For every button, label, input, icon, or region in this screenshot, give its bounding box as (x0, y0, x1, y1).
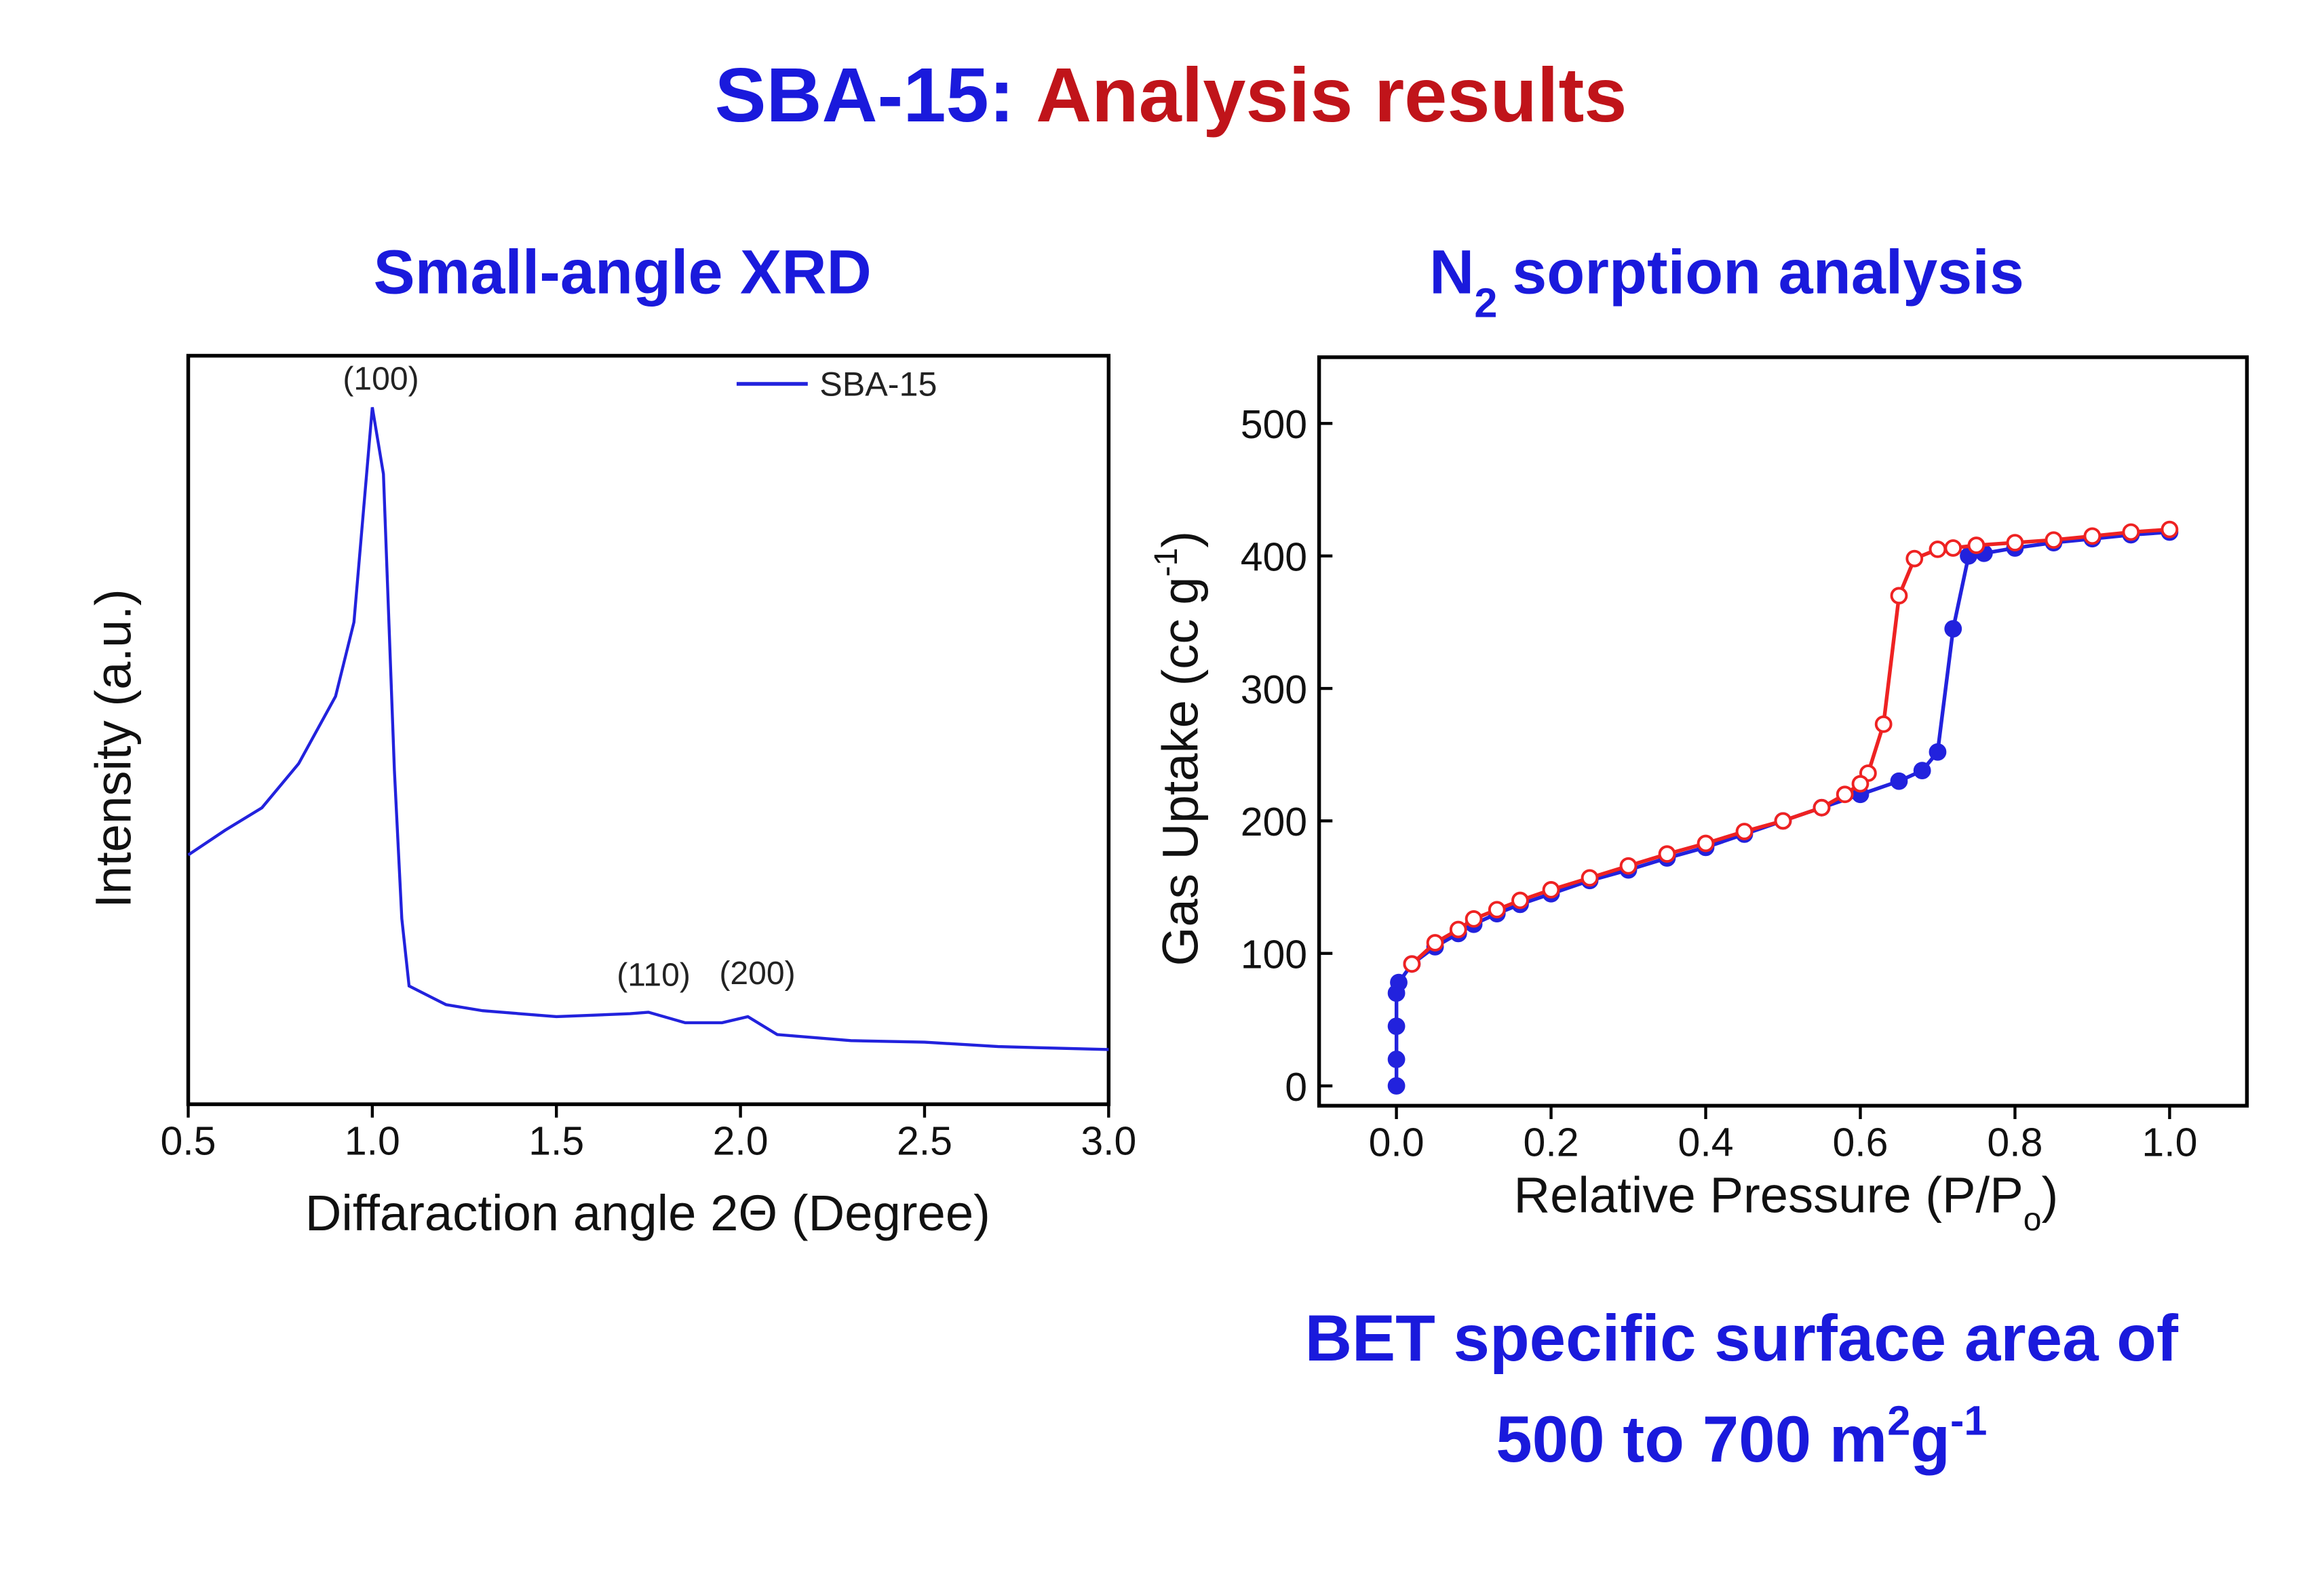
x-tick-label: 0.2 (1524, 1120, 1579, 1165)
data-point (1619, 857, 1638, 875)
data-point (1944, 539, 1962, 557)
data-point (1387, 1017, 1406, 1035)
data-point (1581, 869, 1599, 887)
note-superscript: 2 (1887, 1397, 1910, 1443)
x-axis-label: Diffaraction angle 2Θ (Degree) (305, 1185, 990, 1241)
data-point (2161, 520, 2179, 539)
label-part: Relative Pressure (P/P (1513, 1167, 2023, 1224)
x-tick-label: 3.0 (1081, 1118, 1136, 1163)
data-point (1697, 834, 1715, 853)
data-point (1403, 955, 1421, 973)
data-line (187, 407, 1109, 1051)
annotation: (100) (343, 361, 419, 397)
data-point (1851, 775, 1870, 793)
title-part: N (1429, 238, 1474, 307)
data-point (1929, 541, 1947, 558)
data-point (1774, 812, 1792, 830)
x-tick-label: 0.6 (1832, 1120, 1888, 1165)
data-point (1890, 772, 1908, 790)
data-point (1390, 973, 1408, 992)
label-part: -1 (1148, 548, 1184, 577)
label-part: ) (1152, 531, 1208, 548)
data-point (1836, 785, 1854, 804)
legend-label: SBA-15 (819, 365, 937, 403)
title-part: Analysis results (1036, 52, 1627, 138)
data-point (1905, 549, 1924, 568)
data-point (2122, 523, 2140, 541)
data-point (1944, 620, 1962, 638)
y-tick-label: 200 (1241, 800, 1307, 844)
note-line: BET specific surface area of (1305, 1302, 2179, 1375)
data-point (1967, 536, 1986, 554)
y-tick-label: 0 (1285, 1065, 1307, 1110)
data-point (1511, 891, 1529, 910)
data-point (1387, 1051, 1406, 1068)
data-point (1658, 845, 1676, 863)
data-point (1890, 587, 1908, 605)
data-point (1813, 798, 1831, 817)
x-tick-label: 0.8 (1987, 1120, 2042, 1165)
data-point (1913, 762, 1931, 780)
data-point (1874, 715, 1893, 733)
y-tick-label: 400 (1241, 535, 1307, 580)
data-point (1387, 1077, 1406, 1095)
data-point (1465, 910, 1483, 928)
title-part: sorption analysis (1512, 238, 2024, 307)
note-line: 500 to 700 m2g-1 (1496, 1397, 1987, 1475)
x-tick-label: 1.5 (528, 1118, 584, 1163)
plot-frame (1317, 355, 2249, 1108)
data-point (1542, 881, 1560, 899)
label-part: o (2023, 1201, 2042, 1238)
data-point (1426, 934, 1444, 952)
note-part: 500 to 700 m (1496, 1403, 1887, 1476)
x-axis-label: Relative Pressure (P/Po) (1513, 1167, 2058, 1238)
slide-title: SBA-15: Analysis results (715, 52, 1627, 138)
x-tick-label: 0.4 (1678, 1120, 1734, 1165)
chart-title: N2 sorption analysis (1429, 238, 2024, 326)
data-point (2083, 527, 2102, 545)
label-part: Gas Uptake (cc g (1152, 576, 1208, 966)
note-superscript: -1 (1950, 1397, 1987, 1443)
title-subscript: 2 (1474, 280, 1497, 326)
data-point (1449, 920, 1467, 939)
y-axis-label: Intensity (a.u.) (85, 589, 141, 908)
title-part: SBA-15: (715, 52, 1015, 138)
x-tick-label: 0.0 (1369, 1120, 1425, 1165)
y-axis-label: Gas Uptake (cc g-1) (1148, 531, 1209, 966)
data-point (2006, 534, 2024, 552)
chart-title: Small-angle XRD (374, 238, 872, 307)
data-point (1735, 823, 1754, 840)
annotation: (110) (617, 956, 691, 993)
label-part: ) (2041, 1167, 2058, 1224)
x-tick-label: 2.5 (897, 1118, 952, 1163)
note-part: g (1910, 1403, 1950, 1476)
data-point (1488, 901, 1506, 919)
data-point (2045, 531, 2063, 549)
data-point (1929, 743, 1947, 761)
x-tick-label: 2.0 (713, 1118, 769, 1163)
y-tick-label: 300 (1241, 667, 1307, 712)
y-tick-label: 500 (1241, 402, 1307, 447)
x-tick-label: 1.0 (345, 1118, 400, 1163)
x-tick-label: 0.5 (160, 1118, 216, 1163)
annotation: (200) (719, 955, 795, 992)
x-tick-label: 1.0 (2142, 1120, 2197, 1165)
y-tick-label: 100 (1241, 933, 1307, 977)
plot-frame (186, 353, 1111, 1106)
data-line (1410, 527, 2170, 966)
